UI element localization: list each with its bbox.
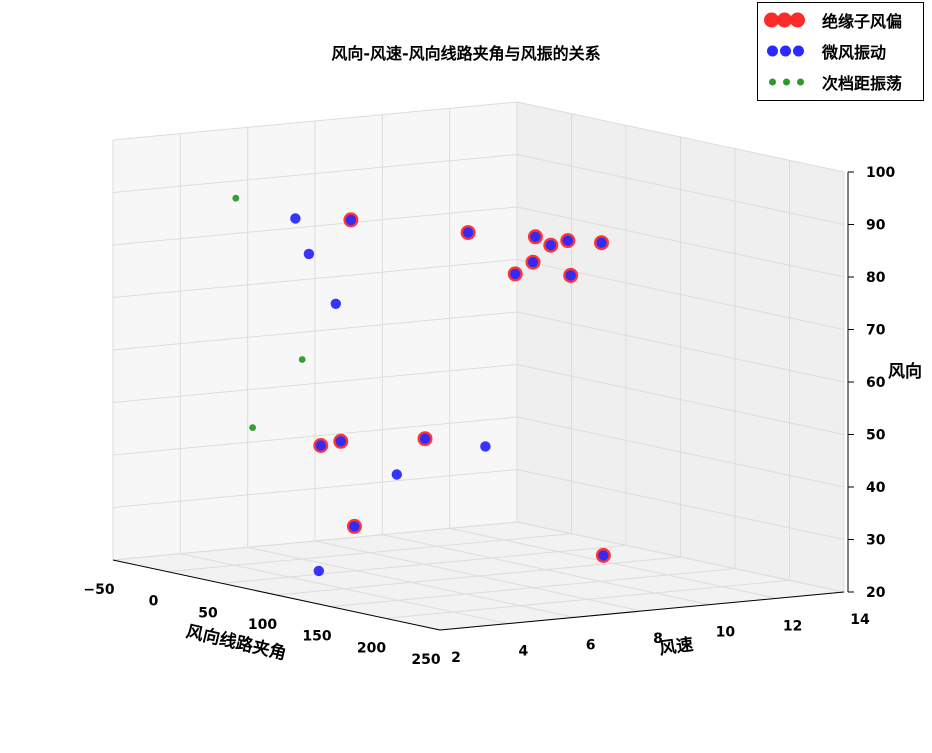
legend-label-insulator: 绝缘子风偏 (822, 12, 903, 31)
legend-label-aeolian: 微风振动 (822, 43, 887, 62)
data-point-aeolian (480, 441, 491, 452)
grid-line (449, 527, 777, 599)
z-tick-label: 60 (866, 375, 886, 391)
y-tick-label: 14 (850, 612, 870, 628)
legend-item-aeolian: 微风振动 (764, 38, 886, 64)
data-point-aeolian (419, 433, 431, 444)
grid-line (112, 154, 518, 193)
x-tick-label: 250 (411, 652, 440, 668)
data-point-aeolian (313, 565, 324, 577)
z-tick-label: 50 (866, 428, 886, 444)
y-axis-label: 风速 (658, 634, 695, 660)
grid-line (516, 206, 845, 278)
data-point-aeolian (315, 440, 326, 451)
z-tick-label: 30 (866, 533, 886, 549)
data-point-aeolian (349, 521, 360, 532)
data-point-aeolian (598, 550, 609, 561)
y-tick-label: 10 (716, 625, 736, 641)
grid-line (314, 540, 643, 612)
x-tick-label: −50 (83, 582, 114, 598)
grid-line (516, 311, 845, 383)
grid-line (112, 311, 518, 351)
y-tick-label: 2 (451, 650, 461, 666)
grid-line (112, 259, 518, 298)
grid-line (112, 101, 518, 141)
legend-label-subspan: 次档距振荡 (822, 74, 903, 93)
grid-line (516, 364, 845, 435)
data-point-aeolian (527, 257, 539, 268)
grid-line (112, 416, 518, 456)
y-tick-label: 8 (653, 631, 663, 647)
grid-line (516, 101, 845, 173)
legend-marker-aeolian (764, 40, 814, 62)
y-tick-label: 4 (518, 644, 528, 660)
grid-line (112, 521, 518, 561)
grid-line (112, 206, 518, 246)
z-tick-label: 100 (866, 165, 895, 181)
z-axis-label: 风向 (888, 361, 922, 382)
data-point-aeolian (303, 248, 315, 260)
x-axis-line (112, 559, 441, 631)
x-tick-label: 0 (149, 594, 159, 610)
grid-line (180, 553, 508, 625)
grid-line (516, 416, 845, 488)
x-tick-label: 200 (357, 640, 386, 656)
z-tick-label: 70 (866, 323, 886, 339)
y-axis-line (439, 591, 845, 631)
z-tick-label: 20 (866, 585, 886, 601)
grid-line (516, 521, 845, 593)
data-point-aeolian (335, 436, 346, 447)
data-point-subspan (298, 356, 306, 363)
legend-item-subspan: 次档距振荡 (764, 69, 902, 95)
data-point-aeolian (345, 214, 357, 226)
x-tick-label: 150 (302, 629, 331, 645)
grid-line (382, 534, 710, 606)
z-tick-label: 90 (866, 218, 886, 234)
data-point-aeolian (462, 227, 474, 238)
data-point-aeolian (391, 469, 402, 480)
data-point-aeolian (596, 237, 607, 248)
grid-line (516, 469, 845, 540)
chart-title: 风向-风速-风向线路夹角与风振的关系 (331, 44, 601, 63)
data-point-subspan (249, 424, 256, 431)
y-tick-label: 6 (586, 637, 596, 653)
data-point-aeolian (530, 231, 541, 242)
axis-panes (113, 102, 844, 630)
data-point-aeolian (562, 235, 573, 246)
data-point-aeolian (510, 268, 521, 280)
y-tick-label: 12 (783, 618, 802, 634)
grid-line (247, 546, 575, 618)
legend: 绝缘子风偏 微风振动 次档距振荡 (757, 2, 924, 101)
data-point-aeolian (290, 213, 301, 224)
x-tick-label: 50 (198, 605, 218, 621)
legend-marker-insulator (764, 9, 814, 31)
grid-line (516, 154, 845, 225)
z-tick-label: 40 (866, 480, 886, 496)
data-points (232, 194, 611, 577)
data-point-aeolian (545, 240, 556, 251)
data-point-subspan (232, 194, 240, 202)
data-point-aeolian (330, 298, 341, 309)
grid-line (112, 469, 518, 508)
legend-item-insulator: 绝缘子风偏 (764, 7, 902, 33)
legend-marker-subspan (764, 71, 814, 93)
x-tick-label: 100 (248, 617, 277, 633)
tick-labels: −50 0 50 100 150 200 250 2 4 6 8 10 12 14 20 30 40 50 60 70… (83, 165, 895, 668)
z-tick-label: 80 (866, 270, 886, 286)
data-point-aeolian (565, 270, 576, 281)
grid-line (112, 364, 518, 403)
